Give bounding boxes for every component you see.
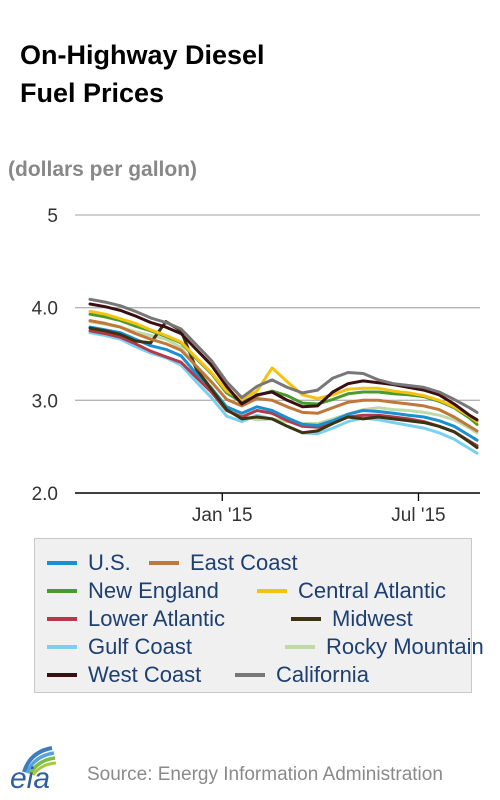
line-chart: 2.0 3.0 4.0 5 Jan '15 Jul '15 xyxy=(32,206,480,526)
legend-item-lower-atlantic: Lower Atlantic xyxy=(47,605,225,633)
series-line-west-coast xyxy=(88,302,479,422)
eia-logo: eia xyxy=(10,746,57,792)
legend-swatch xyxy=(285,645,315,649)
series-line-new-england xyxy=(88,312,479,426)
legend-swatch xyxy=(291,617,321,621)
legend-label: Central Atlantic xyxy=(298,578,446,603)
legend-item-california: California xyxy=(235,661,369,689)
legend-swatch xyxy=(47,589,77,593)
chart-title-line-2: Fuel Prices xyxy=(20,78,165,108)
legend-swatch xyxy=(257,589,287,593)
y-tick-label: 4.0 xyxy=(32,299,58,320)
chart-legend: U.S. East Coast New England Central Atlanti… xyxy=(34,538,484,693)
legend-swatch xyxy=(235,673,265,677)
series-line-midwest xyxy=(88,320,479,450)
legend-swatch xyxy=(47,617,77,621)
legend-label: U.S. xyxy=(88,550,131,575)
legend-label: Gulf Coast xyxy=(88,634,192,659)
legend-swatch xyxy=(47,645,77,649)
legend-swatch xyxy=(47,561,77,565)
legend-label: East Coast xyxy=(190,550,298,575)
x-tick-label: Jan '15 xyxy=(192,505,253,526)
legend-swatch xyxy=(149,561,179,565)
legend-label: Midwest xyxy=(332,606,413,631)
legend-item-midwest: Midwest xyxy=(291,605,413,633)
legend-item-gulf-coast: Gulf Coast xyxy=(47,633,192,661)
legend-item-rocky-mountain: Rocky Mountain xyxy=(285,633,484,661)
y-axis-units-label: (dollars per gallon) xyxy=(8,158,198,181)
y-tick-label: 2.0 xyxy=(32,484,58,505)
y-tick-label: 5 xyxy=(47,206,58,227)
series-line-east-coast xyxy=(88,319,479,433)
y-tick-label: 3.0 xyxy=(32,391,58,412)
legend-label: Lower Atlantic xyxy=(88,606,225,631)
legend-item-u-s: U.S. xyxy=(47,549,131,577)
legend-item-central-atlantic: Central Atlantic xyxy=(257,577,446,605)
legend-label: West Coast xyxy=(88,662,202,687)
legend-label: Rocky Mountain xyxy=(326,634,484,659)
series-line-u-s xyxy=(88,325,479,442)
legend-item-new-england: New England xyxy=(47,577,219,605)
chart-title: On-Highway Diesel Fuel Prices xyxy=(20,36,480,112)
series-line-central-atlantic xyxy=(88,309,479,424)
legend-label: New England xyxy=(88,578,219,603)
legend-label: California xyxy=(276,662,369,687)
chart-title-line-1: On-Highway Diesel xyxy=(20,40,265,70)
x-tick-label: Jul '15 xyxy=(391,505,445,526)
source-note: Source: Energy Information Administratio… xyxy=(87,764,443,785)
legend-swatch xyxy=(47,673,77,677)
eia-logo-sunburst-icon xyxy=(22,746,57,776)
series-line-california xyxy=(88,297,479,414)
eia-logo-text: eia xyxy=(10,762,50,792)
legend-item-west-coast: West Coast xyxy=(47,661,201,689)
legend-item-east-coast: East Coast xyxy=(149,549,298,577)
